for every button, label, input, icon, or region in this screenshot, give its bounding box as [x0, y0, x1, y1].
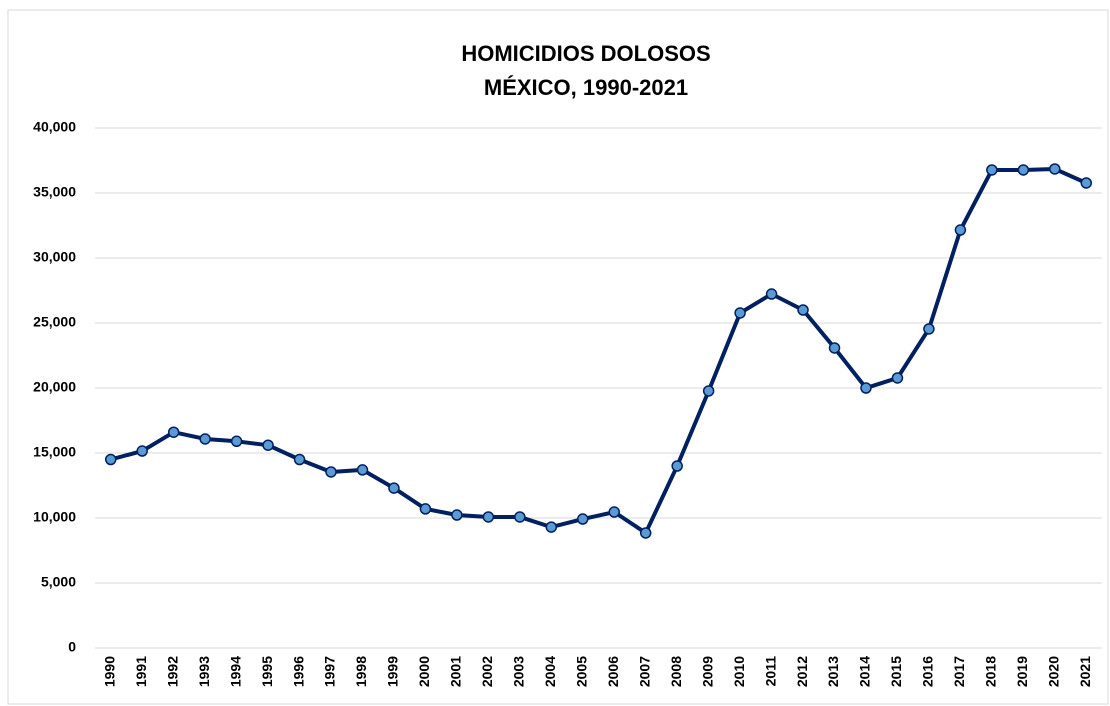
x-tick-label: 2018: [983, 656, 999, 687]
marker: [608, 506, 620, 518]
y-tick-label: 35,000: [33, 184, 76, 200]
x-tick-label: 2002: [479, 656, 495, 687]
x-tick-label: 2015: [888, 656, 904, 687]
marker: [891, 372, 904, 384]
marker: [514, 511, 526, 523]
x-tick-label: 2017: [951, 656, 967, 687]
x-tick-label: 2003: [511, 656, 527, 687]
marker: [262, 439, 274, 451]
x-tick-label: 2020: [1046, 656, 1062, 687]
marker: [104, 453, 117, 466]
y-tick-label: 5,000: [41, 574, 76, 590]
x-tick-label: 1993: [196, 656, 212, 687]
x-tick-label: 2008: [668, 656, 684, 687]
marker: [293, 453, 306, 466]
marker: [1049, 163, 1061, 175]
x-tick-label: 2012: [794, 656, 810, 687]
y-tick-label: 40,000: [33, 119, 76, 135]
marker: [702, 385, 715, 397]
x-tick-label: 2009: [699, 656, 715, 687]
x-tick-label: 1990: [101, 656, 117, 687]
marker: [388, 482, 400, 494]
chart-title: HOMICIDIOS DOLOSOS: [461, 41, 710, 66]
x-tick-label: 2016: [920, 656, 936, 687]
line-series: [110, 166, 1088, 535]
x-tick-label: 1992: [164, 656, 180, 687]
marker: [545, 521, 558, 533]
marker: [1017, 164, 1030, 176]
marker: [482, 511, 495, 523]
chart-frame: [7, 9, 1109, 705]
marker: [639, 527, 652, 539]
x-tick-label: 1995: [259, 656, 275, 687]
marker: [577, 513, 589, 525]
marker: [765, 288, 778, 300]
x-tick-label: 2013: [825, 656, 841, 687]
x-tick-label: 1991: [133, 656, 149, 687]
x-tick-label: 2014: [857, 656, 873, 687]
x-tick-label: 1994: [227, 656, 243, 687]
x-tick-label: 1997: [322, 656, 338, 687]
x-tick-label: 2004: [542, 656, 558, 687]
y-tick-label: 25,000: [33, 314, 76, 330]
marker: [325, 466, 337, 478]
marker: [167, 426, 180, 438]
x-tick-label: 2006: [605, 656, 621, 687]
marker: [797, 304, 809, 316]
x-tick-label: 2001: [448, 656, 464, 687]
y-tick-label: 15,000: [33, 444, 76, 460]
marker: [734, 307, 746, 319]
x-tick-label: 2000: [416, 656, 432, 687]
y-tick-label: 0: [68, 639, 76, 655]
marker: [923, 323, 935, 335]
x-tick-label: 2007: [636, 656, 652, 687]
x-tick-label: 2021: [1077, 656, 1093, 687]
marker: [451, 509, 463, 521]
marker: [954, 224, 967, 236]
marker: [671, 460, 683, 472]
x-tick-label: 1999: [385, 656, 401, 687]
marker: [1080, 177, 1093, 189]
y-tick-label: 10,000: [33, 509, 76, 525]
chart-title: MÉXICO, 1990-2021: [484, 75, 688, 100]
x-tick-label: 2019: [1014, 656, 1030, 687]
marker: [356, 464, 369, 476]
marker: [986, 164, 998, 176]
marker: [136, 445, 148, 457]
x-tick-label: 1998: [353, 656, 369, 687]
marker: [230, 435, 243, 448]
marker: [419, 503, 432, 515]
x-tick-label: 2011: [762, 656, 778, 687]
x-tick-label: 2010: [731, 656, 747, 687]
x-tick-label: 1996: [290, 656, 306, 687]
x-tick-label: 2005: [573, 656, 589, 687]
marker: [860, 382, 872, 394]
marker: [828, 342, 841, 354]
y-tick-label: 30,000: [33, 249, 76, 265]
marker: [199, 433, 211, 445]
y-tick-label: 20,000: [33, 379, 76, 395]
